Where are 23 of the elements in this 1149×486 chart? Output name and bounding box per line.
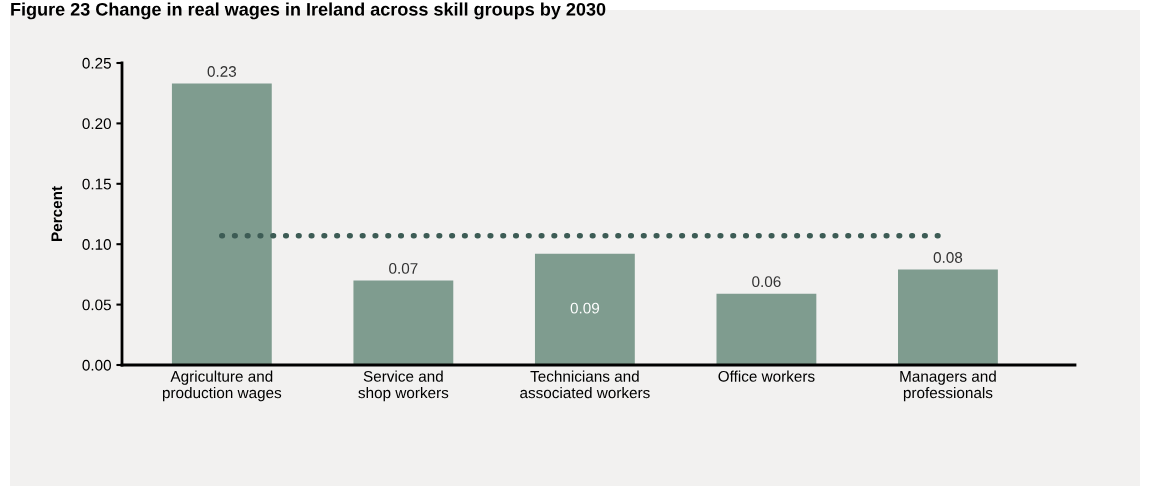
- x-tick-label: Managers and professionals: [900, 370, 996, 402]
- y-axis-title: Percent: [51, 186, 63, 241]
- y-tick-label: 0.05: [82, 299, 111, 311]
- y-tick-label: 0.25: [82, 57, 111, 69]
- bar: [716, 293, 817, 365]
- bar: [898, 269, 998, 365]
- bar: [534, 253, 635, 365]
- x-tick-label: Technicians and associated workers: [520, 370, 650, 399]
- data-label: 0.07: [389, 262, 418, 274]
- y-tick-label: 0.10: [82, 239, 111, 250]
- data-label: 0.08: [933, 252, 963, 263]
- x-tick-label: Office workers: [718, 370, 815, 382]
- x-tick-label: Service and shop workers: [358, 370, 449, 402]
- bar: [171, 83, 272, 365]
- y-tick-label: 0.20: [82, 118, 111, 130]
- y-tick-label: 0.00: [82, 359, 111, 371]
- data-label: 0.06: [752, 276, 781, 288]
- data-label: 0.23: [207, 66, 237, 77]
- data-label: 0.09: [570, 302, 600, 314]
- chart-title: Figure 23 Change in real wages in Ireland across skill groups by 2030: [11, 2, 606, 20]
- y-tick-label: 0.15: [82, 178, 111, 190]
- bar: [353, 280, 454, 365]
- x-tick-label: Agriculture and production wages: [162, 370, 282, 402]
